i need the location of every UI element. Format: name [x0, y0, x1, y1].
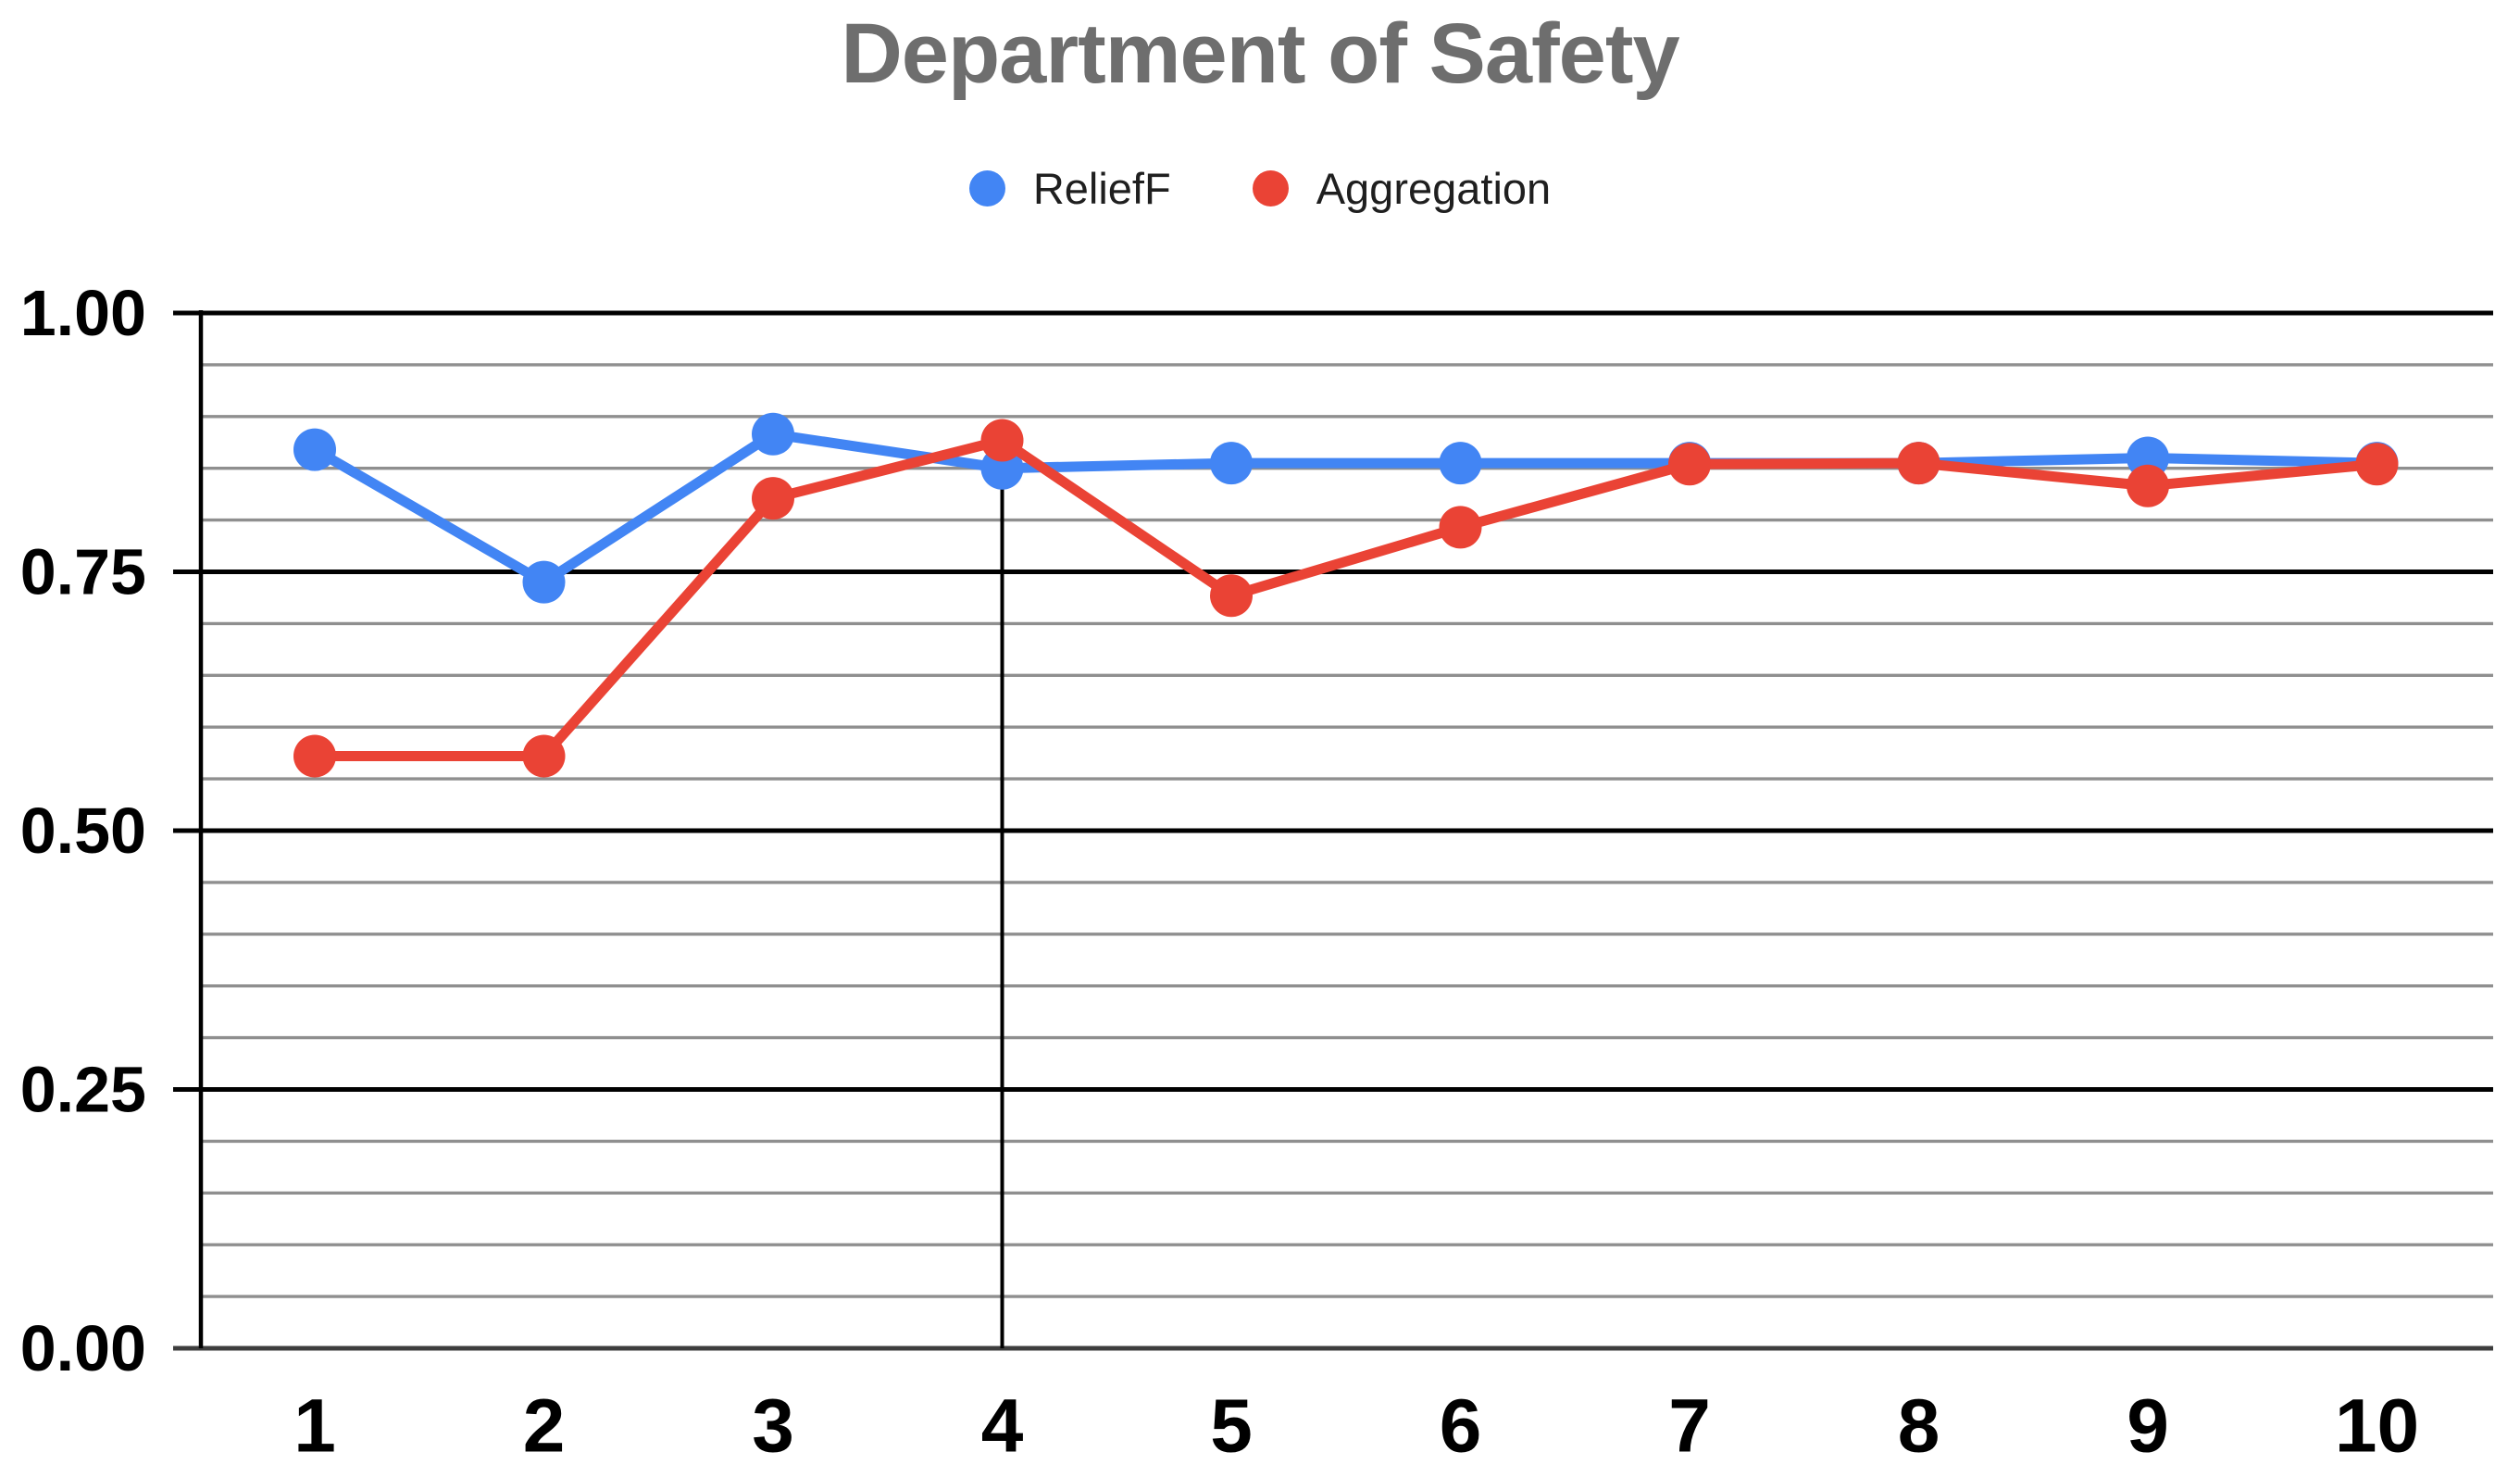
legend-label: ReliefF: [1032, 164, 1171, 213]
data-point-aggregation-7: [1668, 443, 1711, 486]
y-tick-label-0.75: 0.75: [20, 536, 146, 608]
x-tick-label-5: 5: [1210, 1384, 1253, 1469]
data-point-aggregation-1: [293, 734, 336, 778]
data-point-aggregation-10: [2355, 443, 2399, 486]
x-tick-label-4: 4: [981, 1384, 1024, 1469]
data-point-relieff-1: [293, 428, 336, 471]
y-tick-label-0.50: 0.50: [20, 795, 146, 867]
data-point-relieff-6: [1439, 442, 1482, 485]
data-point-relieff-5: [1210, 442, 1253, 485]
data-point-aggregation-8: [1897, 442, 1940, 485]
x-tick-label-9: 9: [2127, 1384, 2169, 1469]
x-tick-label-10: 10: [2335, 1384, 2419, 1469]
legend: ReliefF Aggregation: [0, 167, 2520, 210]
data-point-aggregation-6: [1439, 506, 1482, 549]
chart-title: Department of Safety: [841, 6, 1679, 101]
x-tick-label-1: 1: [293, 1384, 336, 1469]
data-point-aggregation-3: [752, 477, 794, 520]
y-tick-label-0.25: 0.25: [20, 1054, 146, 1126]
x-tick-label-2: 2: [523, 1384, 566, 1469]
legend-swatch-aggregation: [1252, 170, 1289, 207]
x-tick-label-6: 6: [1440, 1384, 1482, 1469]
data-point-aggregation-9: [2127, 464, 2169, 507]
x-tick-label-3: 3: [752, 1384, 794, 1469]
data-point-relieff-2: [522, 560, 566, 604]
legend-item-relieff: ReliefF: [968, 164, 1171, 213]
data-point-relieff-3: [752, 412, 794, 456]
data-point-aggregation-2: [522, 734, 566, 778]
data-point-aggregation-5: [1210, 574, 1253, 618]
series-line-aggregation: [309, 435, 2382, 761]
y-tick-label-1.00: 1.00: [20, 277, 146, 349]
legend-label: Aggregation: [1316, 164, 1552, 213]
x-tick-label-8: 8: [1898, 1384, 1940, 1469]
legend-item-aggregation: Aggregation: [1252, 164, 1552, 213]
series-line-relieff: [309, 429, 2382, 588]
data-point-aggregation-4: [980, 419, 1024, 462]
y-tick-label-0.00: 0.00: [20, 1312, 146, 1384]
x-tick-label-7: 7: [1668, 1384, 1711, 1469]
legend-swatch-relieff: [968, 170, 1005, 207]
